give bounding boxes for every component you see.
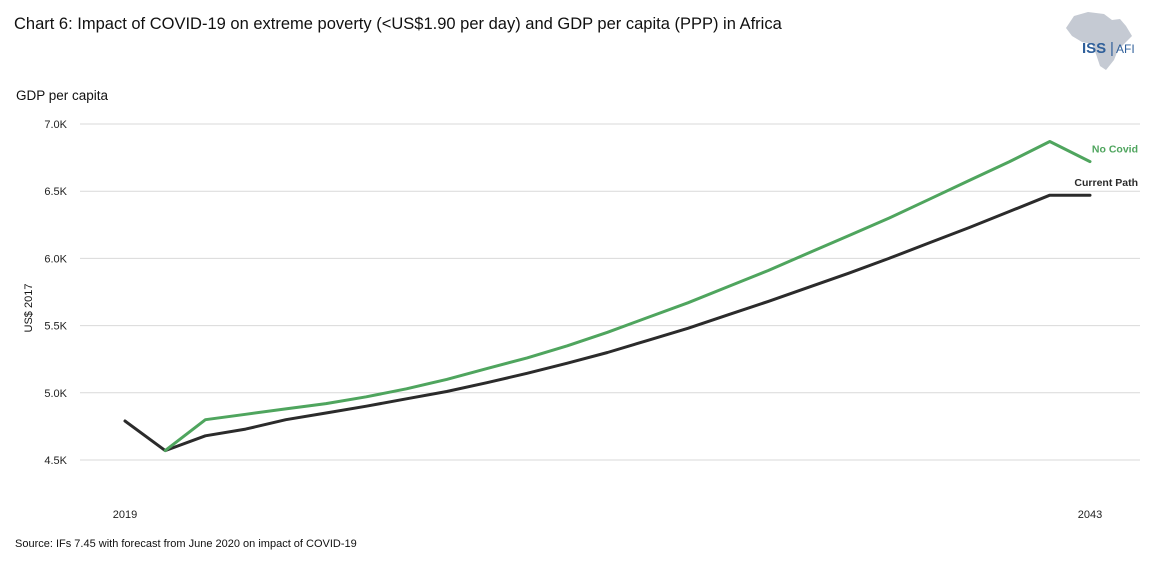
series-line-current-path (123, 193, 1092, 453)
logo-divider: | (1110, 40, 1114, 57)
series-lines (123, 140, 1092, 453)
y-tick-label: 6.0K (44, 253, 67, 265)
africa-map-icon: ISS | AFI (1066, 12, 1135, 70)
y-tick-label: 5.5K (44, 321, 67, 333)
grid-lines (80, 123, 1140, 461)
x-tick-label: 2019 (113, 509, 137, 521)
logo-iss: ISS (1082, 40, 1106, 57)
y-axis-label: US$ 2017 (23, 284, 35, 333)
y-tick-label: 5.0K (44, 388, 67, 400)
y-tick-label: 6.5K (44, 186, 67, 198)
x-tick-label: 2043 (1078, 509, 1102, 521)
logo-afi: AFI (1116, 42, 1135, 56)
chart-subtitle: GDP per capita (16, 88, 109, 103)
source-note: Source: IFs 7.45 with forecast from June… (15, 538, 357, 550)
y-axis-ticks: 4.5K 5.0K 5.5K 6.0K 6.5K 7.0K (44, 119, 67, 467)
series-label-current-path: Current Path (1074, 177, 1138, 189)
africa-map-shape (1066, 12, 1132, 70)
x-axis-ticks: 2019 2043 (113, 509, 1102, 521)
series-label-no-covid: No Covid (1092, 144, 1138, 156)
y-tick-label: 4.5K (44, 455, 67, 467)
chart-title: Chart 6: Impact of COVID-19 on extreme p… (14, 15, 782, 33)
y-tick-label: 7.0K (44, 119, 67, 131)
series-line-no-covid (163, 140, 1092, 453)
series-labels: No Covid Current Path (1074, 144, 1138, 190)
